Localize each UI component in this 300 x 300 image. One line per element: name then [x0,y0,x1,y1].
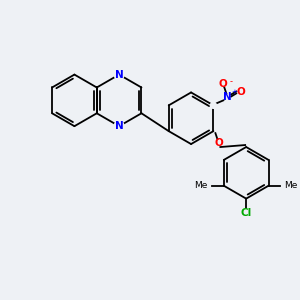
Text: Me: Me [195,181,208,190]
Text: Me: Me [284,181,298,190]
Text: O: O [237,87,246,98]
Text: O: O [219,79,228,88]
Circle shape [114,70,124,80]
Text: N: N [115,70,124,80]
Circle shape [114,121,124,131]
Circle shape [210,102,216,108]
Text: Cl: Cl [241,208,252,218]
Text: N: N [223,92,232,102]
Text: N: N [115,121,124,131]
Text: O: O [214,138,223,148]
Text: +: + [231,89,237,95]
Text: -: - [229,77,232,86]
